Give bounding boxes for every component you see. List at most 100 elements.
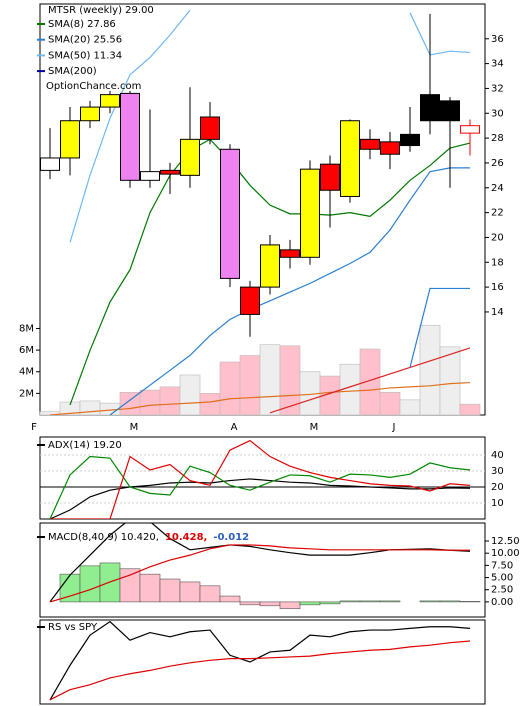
candle-body xyxy=(420,94,440,122)
macd-histogram-bar xyxy=(79,565,101,603)
x-tick-label: J xyxy=(392,422,396,433)
volume-tick-label: 2M xyxy=(19,388,34,399)
indicator-line xyxy=(49,640,471,701)
signal-label: 10.428, xyxy=(165,532,207,543)
x-tick-label: A xyxy=(231,422,238,433)
sma-line xyxy=(69,9,471,243)
price-tick-label: 18 xyxy=(491,257,504,268)
y-tick-label: 2.50 xyxy=(491,585,513,596)
price-tick-label: 26 xyxy=(491,158,504,169)
volume-bar xyxy=(259,344,281,416)
macd-label: MACD(8,40,9) 10.420, xyxy=(48,532,159,543)
price-tick-label: 36 xyxy=(491,34,504,45)
candle-body xyxy=(380,141,400,155)
sma-line xyxy=(109,167,470,415)
macd-histogram-bar xyxy=(339,600,361,603)
y-tick-label: 12.50 xyxy=(491,536,520,547)
candle-body xyxy=(300,168,320,258)
candle-body xyxy=(220,148,240,279)
x-tick-label: M xyxy=(130,422,139,433)
macd-histogram-bar xyxy=(199,585,221,603)
volume-bar xyxy=(399,399,421,416)
candle-body xyxy=(240,286,260,315)
volume-bar xyxy=(359,348,381,416)
volume-bar xyxy=(239,355,261,416)
macd-histogram-bar xyxy=(119,568,141,603)
candle-body xyxy=(80,106,100,122)
price-tick-label: 24 xyxy=(491,183,504,194)
chart-layer: 2M 4M 6M 8M 14 16 18 20 22 24 26 28 30 32 34 36 F M A M J SMA… xyxy=(19,9,520,701)
candle-body xyxy=(140,171,160,181)
candle-body xyxy=(60,120,80,159)
macd-histogram-bar xyxy=(359,600,381,603)
macd-histogram-bar xyxy=(419,600,441,603)
candle-body xyxy=(460,125,480,134)
candle-body xyxy=(440,100,460,122)
macd-histogram-bar xyxy=(379,600,401,603)
y-tick-label: 7.50 xyxy=(491,560,513,571)
candle-body xyxy=(40,157,60,171)
macd-histogram-bar xyxy=(279,601,301,610)
candle-body xyxy=(280,249,300,258)
volume-tick-label: 4M xyxy=(19,367,34,378)
macd-histogram-bar xyxy=(139,573,161,603)
chart-title: MTSR (weekly) 29.00 xyxy=(48,5,154,16)
macd-line xyxy=(49,544,470,603)
candle-body xyxy=(120,92,140,181)
volume-tick-label: 8M xyxy=(19,323,34,334)
volume-bar xyxy=(219,361,241,416)
volume-bar xyxy=(179,374,201,416)
price-tick-label: 16 xyxy=(491,282,504,293)
candle-body xyxy=(320,163,340,191)
price-tick-label: 28 xyxy=(491,133,504,144)
price-tick-label: 20 xyxy=(491,232,504,243)
macd-histogram-bar xyxy=(219,595,241,603)
candle-body xyxy=(360,138,380,150)
candle-body xyxy=(260,244,280,288)
indicator-line xyxy=(49,620,471,701)
indicator-line xyxy=(50,439,471,519)
x-tick-label: F xyxy=(31,422,37,433)
price-tick-label: 32 xyxy=(491,83,504,94)
volume-bar xyxy=(199,393,221,416)
volume-average xyxy=(49,381,471,415)
y-tick-label: 20 xyxy=(491,482,504,493)
macd-histogram-bar xyxy=(239,601,261,606)
adx-title: ADX(14) 19.20 xyxy=(48,440,122,451)
volume-tick-label: 6M xyxy=(19,345,34,356)
rs-title: RS vs SPY xyxy=(48,622,98,633)
volume-bar xyxy=(159,386,181,416)
macd-title: MACD(8,40,9) 10.420, 10.428, -0.012 xyxy=(48,532,249,543)
price-tick-label: 22 xyxy=(491,208,504,219)
candle-body xyxy=(400,133,420,147)
candle-body xyxy=(100,94,120,108)
volume-bar xyxy=(419,324,441,416)
y-tick-label: 30 xyxy=(491,466,504,477)
legend-entry: SMA(50) 11.34 xyxy=(48,50,122,61)
y-tick-label: 40 xyxy=(491,450,504,461)
y-tick-label: 10.00 xyxy=(491,548,520,559)
candle-body xyxy=(180,138,200,176)
x-tick-label: M xyxy=(310,422,319,433)
sma-line xyxy=(69,138,471,406)
y-tick-label: 10 xyxy=(491,498,504,509)
candle-body xyxy=(200,116,220,140)
candle-body xyxy=(340,120,360,197)
macd-histogram-bar xyxy=(299,601,321,606)
volume-bar xyxy=(459,403,481,416)
candle-body xyxy=(160,169,180,175)
macd-histogram-bar xyxy=(259,601,281,607)
volume-bar xyxy=(119,391,141,416)
legend-entry: SMA(20) 25.56 xyxy=(48,35,122,46)
y-tick-label: 5.00 xyxy=(491,573,513,584)
volume-bar xyxy=(139,389,161,416)
volume-average xyxy=(269,347,471,414)
indicator-line xyxy=(49,455,471,519)
macd-histogram-bar xyxy=(179,581,201,603)
volume-bar xyxy=(379,391,401,416)
price-tick-label: 34 xyxy=(491,59,504,70)
watermark: OptionChance.com xyxy=(46,81,141,92)
macd-histogram-bar xyxy=(159,578,181,603)
legend-entry: SMA(200) xyxy=(48,66,97,77)
